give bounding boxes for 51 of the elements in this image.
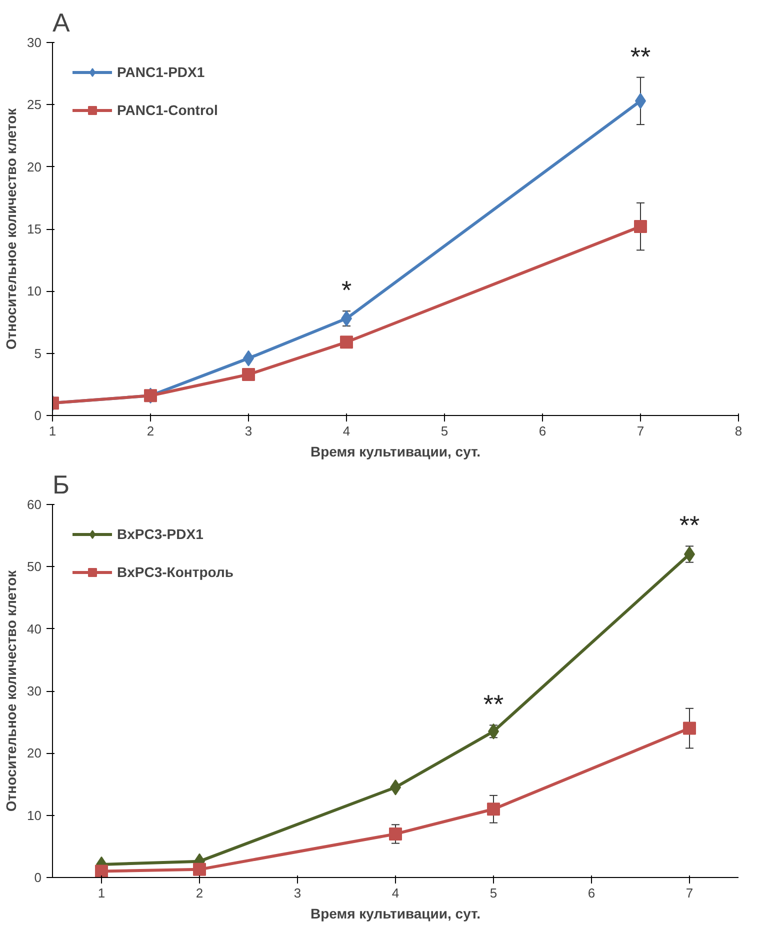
y-tick-label: 30: [27, 35, 42, 50]
y-tick-label: 10: [27, 808, 42, 823]
point: [487, 802, 500, 816]
annotation: **: [630, 41, 651, 72]
annotation: *: [341, 275, 352, 306]
y-tick-label: 50: [27, 559, 42, 574]
x-tick-label: 4: [342, 424, 350, 438]
x-tick-label: 6: [538, 424, 546, 438]
annotation: **: [483, 689, 504, 720]
point: [193, 862, 206, 876]
y-tick-label: 25: [27, 97, 42, 112]
x-tick-label: 3: [244, 424, 252, 438]
y-tick-label: 60: [27, 497, 42, 512]
point: [95, 864, 108, 878]
legend-label: PANC1-Control: [117, 102, 218, 118]
point: [634, 220, 647, 234]
y-tick-label: 0: [34, 870, 42, 885]
annotation: **: [679, 510, 700, 540]
y-tick-label: 0: [34, 408, 42, 423]
point: [242, 368, 255, 381]
x-tick-label: 5: [490, 886, 498, 900]
y-tick-label: 5: [34, 346, 42, 361]
legend-label: PANC1-PDX1: [117, 64, 205, 80]
x-tick-label: 1: [98, 886, 106, 900]
point: [389, 827, 402, 840]
y-tick-label: 10: [27, 284, 42, 299]
x-tick-label: 7: [686, 886, 694, 900]
point: [683, 722, 696, 735]
x-tick-label: 5: [440, 424, 448, 438]
y-tick-label: 30: [27, 684, 42, 698]
x-tick-label: 6: [588, 886, 596, 900]
legend-label: BxPC3-PDX1: [117, 526, 204, 542]
x-tick-label: 1: [48, 424, 56, 438]
point: [340, 336, 353, 349]
x-tick-label: 4: [392, 886, 400, 900]
legend-label: BxPC3-Контроль: [117, 564, 234, 580]
y-tick-label: 20: [27, 159, 42, 174]
y-axis-title: Относительное количество клеток: [3, 107, 20, 350]
y-axis-title: Относительное количество клеток: [3, 569, 20, 812]
x-tick-label: 3: [294, 886, 302, 900]
x-axis-title: Время культивации, сут.: [310, 444, 481, 460]
x-axis-title: Время культивации, сут.: [310, 906, 481, 922]
x-tick-label: 2: [146, 424, 154, 438]
x-tick-label: 7: [636, 424, 644, 438]
y-tick-label: 40: [27, 621, 42, 636]
y-tick-label: 15: [27, 222, 42, 236]
x-tick-label: 2: [196, 886, 204, 900]
x-tick-label: 8: [734, 424, 742, 438]
y-tick-label: 20: [27, 746, 42, 761]
chart-title: Б: [52, 470, 70, 500]
chart-title: А: [52, 8, 70, 38]
